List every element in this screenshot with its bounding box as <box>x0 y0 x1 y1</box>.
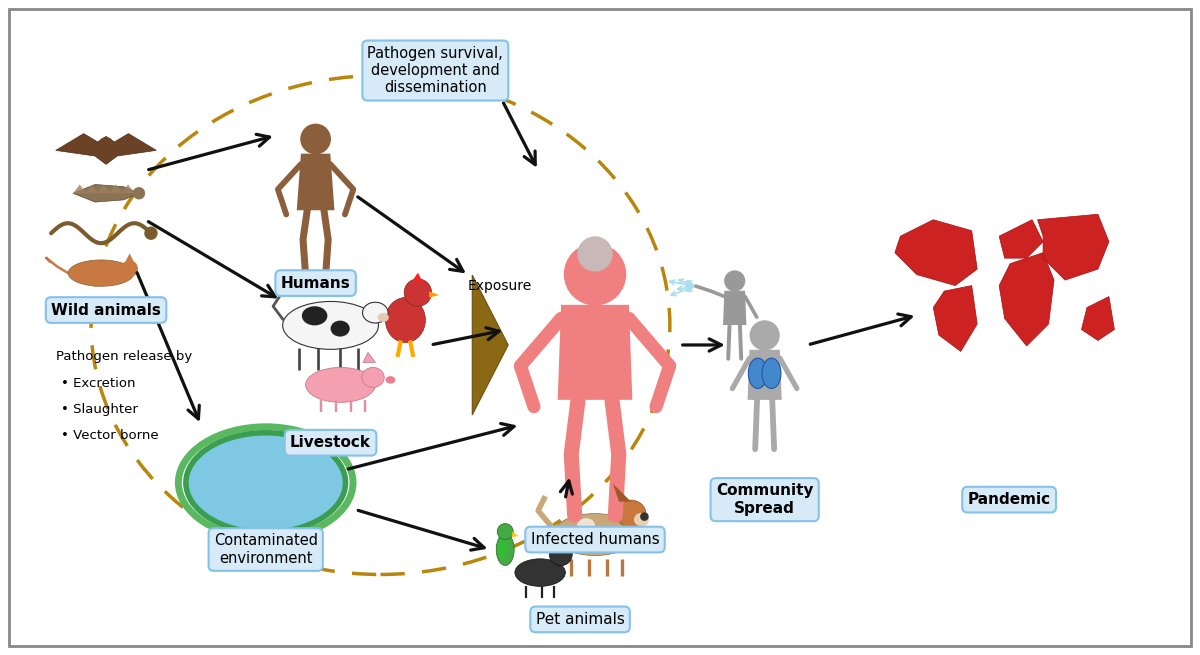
Text: Pandemic: Pandemic <box>967 492 1051 507</box>
Polygon shape <box>512 532 518 538</box>
Polygon shape <box>558 305 632 400</box>
Polygon shape <box>895 219 977 286</box>
Ellipse shape <box>330 320 349 337</box>
Polygon shape <box>121 185 134 193</box>
Polygon shape <box>364 352 376 362</box>
Ellipse shape <box>762 358 781 388</box>
Circle shape <box>100 138 113 152</box>
Polygon shape <box>563 536 570 545</box>
Polygon shape <box>55 134 156 164</box>
Polygon shape <box>109 185 122 193</box>
Text: Community
Spread: Community Spread <box>716 483 814 516</box>
Ellipse shape <box>515 559 565 586</box>
Circle shape <box>578 237 612 271</box>
Circle shape <box>404 279 432 307</box>
Ellipse shape <box>616 500 646 527</box>
Text: Contaminated
environment: Contaminated environment <box>214 533 318 566</box>
Circle shape <box>750 321 779 350</box>
Ellipse shape <box>385 297 425 343</box>
Polygon shape <box>473 275 508 415</box>
Ellipse shape <box>749 358 767 388</box>
Ellipse shape <box>385 376 396 384</box>
Circle shape <box>550 543 572 566</box>
Text: Humans: Humans <box>281 276 350 291</box>
Ellipse shape <box>68 260 134 286</box>
Ellipse shape <box>634 513 649 527</box>
Polygon shape <box>85 185 98 193</box>
Text: Exposure: Exposure <box>468 279 533 293</box>
Ellipse shape <box>186 433 346 533</box>
Ellipse shape <box>302 307 328 326</box>
Polygon shape <box>613 483 631 502</box>
Polygon shape <box>724 291 746 325</box>
Text: Pathogen release by: Pathogen release by <box>56 350 192 363</box>
Circle shape <box>133 188 144 198</box>
Ellipse shape <box>497 540 508 559</box>
Polygon shape <box>413 272 422 282</box>
Circle shape <box>497 523 514 540</box>
Polygon shape <box>934 286 977 352</box>
Polygon shape <box>97 185 110 193</box>
Circle shape <box>301 124 330 154</box>
Circle shape <box>564 244 625 305</box>
Ellipse shape <box>283 301 378 349</box>
Polygon shape <box>554 536 563 545</box>
Polygon shape <box>748 350 781 400</box>
Polygon shape <box>1038 214 1109 280</box>
Text: • Excretion: • Excretion <box>61 377 136 390</box>
Text: Infected humans: Infected humans <box>530 532 659 547</box>
Polygon shape <box>1000 253 1054 346</box>
Circle shape <box>145 227 157 239</box>
Polygon shape <box>73 185 139 202</box>
Ellipse shape <box>362 302 388 323</box>
Polygon shape <box>125 253 134 262</box>
Text: Livestock: Livestock <box>290 436 371 450</box>
Circle shape <box>725 271 744 291</box>
Polygon shape <box>1000 219 1043 258</box>
Text: • Slaughter: • Slaughter <box>61 403 138 416</box>
Text: • Vector borne: • Vector borne <box>61 429 158 441</box>
Circle shape <box>641 513 648 520</box>
Polygon shape <box>296 154 335 210</box>
Ellipse shape <box>306 367 376 402</box>
Ellipse shape <box>497 534 514 565</box>
Ellipse shape <box>577 518 595 533</box>
Ellipse shape <box>361 367 384 387</box>
Polygon shape <box>430 291 439 297</box>
Text: Pathogen survival,
development and
dissemination: Pathogen survival, development and disse… <box>367 46 503 96</box>
FancyBboxPatch shape <box>10 9 1190 646</box>
Text: Wild animals: Wild animals <box>52 303 161 318</box>
Ellipse shape <box>378 313 389 322</box>
Circle shape <box>122 261 137 276</box>
Text: Pet animals: Pet animals <box>535 612 624 627</box>
Polygon shape <box>73 185 86 193</box>
Polygon shape <box>1081 297 1115 341</box>
Ellipse shape <box>553 514 637 555</box>
